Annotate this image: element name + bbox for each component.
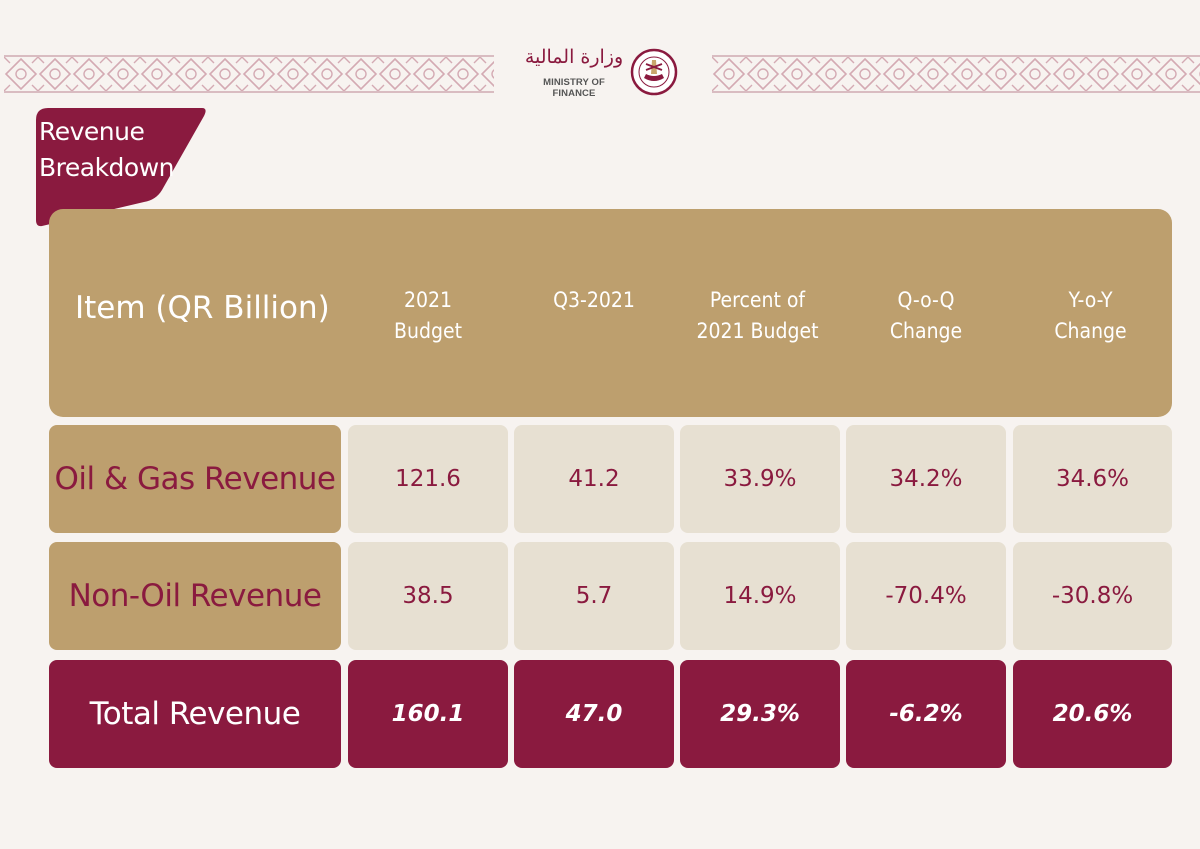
- cell-total-yoy: 20.6%: [1013, 660, 1172, 768]
- cell-oil-gas-yoy: 34.6%: [1013, 425, 1172, 533]
- section-title: Revenue Breakdown: [39, 117, 175, 182]
- header-q3-2021: Q3-2021: [553, 288, 635, 312]
- cell-non-oil-percent: 14.9%: [680, 542, 840, 650]
- header-percent-of-budget: Percent of 2021 Budget: [696, 288, 819, 343]
- cell-total-qoq: -6.2%: [846, 660, 1006, 768]
- row-label-oil-gas: Oil & Gas Revenue: [49, 425, 341, 533]
- cell-non-oil-yoy: -30.8%: [1013, 542, 1172, 650]
- decorative-pattern-left: [4, 55, 494, 93]
- cell-total-budget: 160.1: [348, 660, 508, 768]
- header-yoy-change: Y-o-Y Change: [1054, 288, 1127, 343]
- cell-oil-gas-percent: 33.9%: [680, 425, 840, 533]
- cell-total-percent: 29.3%: [680, 660, 840, 768]
- cell-oil-gas-budget: 121.6: [348, 425, 508, 533]
- header-qoq-change: Q-o-Q Change: [889, 288, 963, 343]
- header-item-label: Item (QR Billion): [75, 290, 330, 326]
- row-label-non-oil: Non-Oil Revenue: [49, 542, 341, 650]
- table-header-row: [49, 209, 1172, 417]
- logo-arabic-text: وزارة المالية: [524, 46, 624, 68]
- state-emblem-icon: [630, 48, 678, 96]
- section-title-tag: Revenue Breakdown: [34, 108, 206, 228]
- logo-english-text: MINISTRY OF FINANCE: [543, 77, 605, 99]
- decorative-pattern-right: [712, 55, 1200, 93]
- cell-oil-gas-qoq: 34.2%: [846, 425, 1006, 533]
- cell-non-oil-qoq: -70.4%: [846, 542, 1006, 650]
- header-2021-budget: 2021 Budget: [394, 288, 462, 343]
- cell-non-oil-q3: 5.7: [514, 542, 674, 650]
- row-label-total: Total Revenue: [49, 660, 341, 768]
- cell-total-q3: 47.0: [514, 660, 674, 768]
- cell-non-oil-budget: 38.5: [348, 542, 508, 650]
- ministry-of-finance-logo: وزارة المالية MINISTRY OF FINANCE: [522, 44, 692, 100]
- cell-oil-gas-q3: 41.2: [514, 425, 674, 533]
